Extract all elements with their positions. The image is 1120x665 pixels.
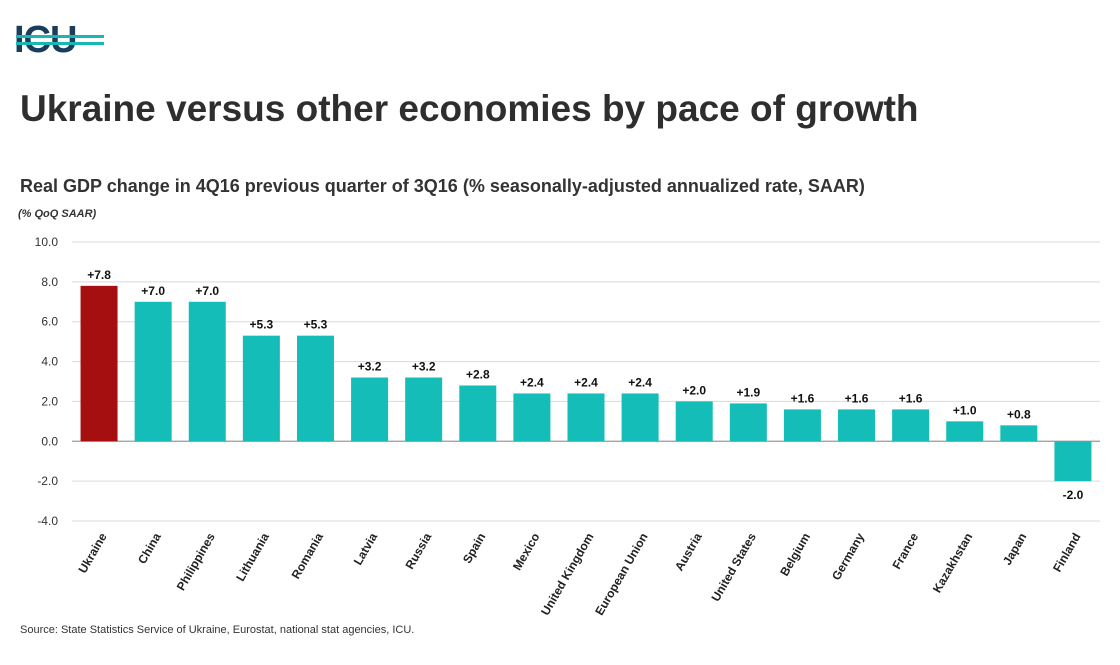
x-tick-label: Russia [402, 530, 434, 571]
data-label: +7.0 [141, 284, 165, 298]
x-tick-label: United Kingdom [538, 531, 596, 618]
data-label: +3.2 [358, 360, 382, 374]
data-label: +1.6 [899, 391, 923, 405]
icu-logo: ICU [14, 20, 106, 60]
bar [513, 393, 551, 442]
x-tick-label: France [889, 530, 921, 571]
x-tick-label: United States [708, 530, 759, 604]
bar [459, 385, 497, 442]
bar [405, 377, 443, 442]
y-axis-unit-label: (% QoQ SAAR) [18, 208, 97, 220]
bar [621, 393, 659, 442]
data-label: +2.0 [682, 383, 706, 397]
bar [567, 393, 605, 442]
data-label: +7.0 [195, 284, 219, 298]
x-tick-label: European Union [592, 531, 650, 618]
data-label: +1.9 [736, 385, 760, 399]
y-tick-label: 8.0 [41, 275, 58, 289]
x-tick-label: Romania [289, 530, 327, 581]
bar [892, 409, 930, 442]
y-tick-label: 6.0 [41, 315, 58, 329]
data-label: +1.0 [953, 403, 977, 417]
y-tick-label: -4.0 [37, 514, 58, 528]
data-label: +0.8 [1007, 407, 1031, 421]
bar [80, 285, 118, 442]
x-tick-label: Lithuania [233, 530, 272, 583]
x-tick-label: Belgium [777, 531, 813, 579]
bar [783, 409, 821, 442]
x-tick-label: Latvia [351, 530, 381, 567]
data-label: +2.4 [574, 375, 598, 389]
y-tick-label: -2.0 [37, 474, 58, 488]
bar [296, 335, 334, 442]
y-tick-label: 2.0 [41, 394, 58, 408]
x-tick-label: Kazakhstan [930, 531, 975, 596]
data-label: +5.3 [250, 318, 274, 332]
data-label: -2.0 [1063, 488, 1084, 502]
x-tick-label: Spain [460, 531, 488, 566]
y-tick-label: 10.0 [35, 235, 59, 249]
data-label: +1.6 [791, 391, 815, 405]
y-tick-label: 0.0 [41, 434, 58, 448]
x-tick-label: Japan [1000, 531, 1029, 568]
x-tick-label: Austria [672, 530, 705, 573]
x-tick-label: Mexico [510, 531, 542, 573]
logo-stripe [16, 42, 104, 45]
x-tick-label: Finland [1050, 531, 1083, 575]
x-tick-label: Ukraine [76, 530, 110, 575]
data-label: +2.4 [520, 375, 544, 389]
bar [946, 421, 984, 442]
bar [675, 401, 713, 442]
source-note: Source: State Statistics Service of Ukra… [20, 624, 415, 636]
page-title: Ukraine versus other economies by pace o… [20, 88, 919, 129]
x-tick-label: Germany [829, 530, 867, 582]
bar [1054, 441, 1092, 482]
chart-subtitle: Real GDP change in 4Q16 previous quarter… [20, 176, 865, 196]
bar [242, 335, 280, 442]
bar [838, 409, 876, 442]
data-label: +7.8 [87, 268, 111, 282]
data-label: +5.3 [304, 318, 328, 332]
x-tick-label: Philippines [174, 530, 218, 593]
data-label: +2.4 [628, 375, 652, 389]
data-label: +2.8 [466, 367, 490, 381]
bar [188, 301, 226, 442]
logo-wordmark: ICU [14, 19, 77, 61]
bar [1000, 425, 1038, 442]
y-tick-label: 4.0 [41, 355, 58, 369]
bar [134, 301, 172, 442]
logo-stripe [16, 35, 104, 38]
data-label: +1.6 [845, 391, 869, 405]
x-tick-label: China [135, 530, 164, 566]
data-label: +3.2 [412, 360, 436, 374]
bar [729, 403, 767, 442]
bar [351, 377, 389, 442]
